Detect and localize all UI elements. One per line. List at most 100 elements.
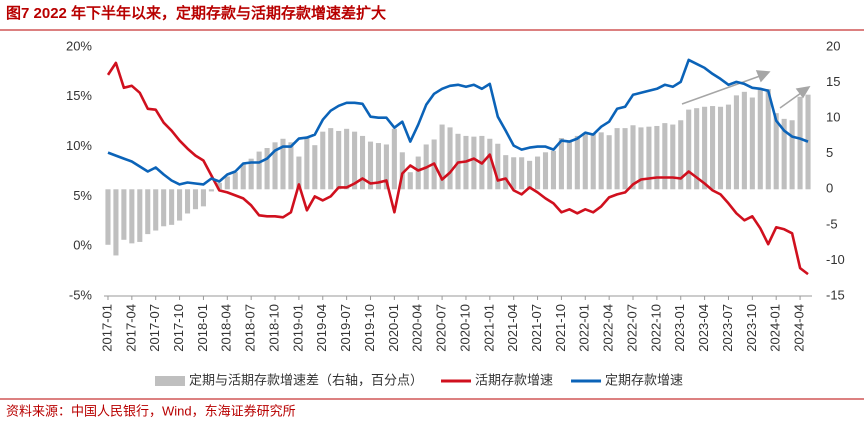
bar — [264, 148, 270, 190]
bar — [288, 142, 294, 190]
bar — [797, 96, 803, 190]
bar — [121, 189, 127, 240]
bar — [702, 106, 708, 190]
bar — [542, 152, 549, 190]
bar — [439, 124, 445, 190]
bar — [161, 189, 167, 227]
y2-tick-label: 10 — [826, 110, 840, 125]
bar — [598, 132, 604, 190]
bar — [558, 138, 564, 190]
legend: 定期与活期存款增速差（右轴，百分点） 活期存款增速 定期存款增速 — [155, 372, 683, 387]
bar — [415, 156, 421, 190]
x-tick-label: 2022-01 — [577, 304, 592, 352]
y2-tick-label: 15 — [826, 74, 840, 89]
x-tick-label: 2020-01 — [386, 304, 401, 352]
x-tick-label: 2020-04 — [410, 304, 425, 352]
bar — [336, 130, 342, 190]
arrow-head — [795, 85, 811, 99]
bar — [765, 88, 771, 190]
y2-tick-label: 20 — [826, 38, 840, 53]
x-tick-label: 2019-10 — [362, 304, 377, 352]
bar — [749, 97, 755, 190]
bar — [741, 91, 747, 190]
x-tick-label: 2021-01 — [481, 304, 496, 352]
bar — [710, 106, 716, 190]
bar — [391, 128, 397, 190]
bar — [240, 164, 246, 190]
bar — [256, 151, 262, 190]
y-tick-label: -5% — [69, 287, 93, 302]
line — [107, 58, 809, 186]
bar — [105, 189, 111, 245]
bar — [630, 125, 636, 190]
bar — [367, 141, 374, 190]
x-tick-label: 2024-01 — [768, 304, 783, 352]
bar — [590, 133, 596, 190]
legend-swatch — [155, 376, 185, 386]
y2-tick-label: -10 — [826, 252, 845, 267]
bar — [694, 108, 700, 190]
y2-tick-label: 5 — [826, 145, 833, 160]
bar — [177, 189, 183, 221]
legend-label: 活期存款增速 — [475, 372, 553, 387]
y-tick-label: 15% — [66, 88, 92, 103]
bar — [606, 135, 612, 190]
bar — [447, 127, 453, 190]
bar — [359, 135, 366, 190]
x-tick-label: 2021-07 — [529, 304, 544, 352]
bar — [646, 126, 652, 190]
bar — [614, 128, 620, 190]
x-tick-label: 2023-07 — [720, 304, 735, 352]
bar — [511, 157, 517, 190]
y2-tick-label: -15 — [826, 287, 845, 302]
bar — [344, 128, 350, 190]
bar — [781, 118, 787, 190]
bar — [224, 176, 230, 190]
bar — [622, 128, 628, 190]
bar — [304, 137, 310, 190]
x-tick-label: 2017-04 — [123, 304, 138, 352]
x-tick-label: 2018-07 — [243, 304, 258, 352]
bar — [383, 144, 389, 190]
bar — [352, 131, 358, 190]
bar — [733, 95, 739, 190]
x-tick-label: 2022-10 — [648, 304, 663, 352]
bar — [399, 152, 405, 190]
x-tick-label: 2018-01 — [195, 304, 210, 352]
annotation-arrows — [681, 70, 811, 109]
source: 资料来源：中国人民银行，Wind，东海证券研究所 — [6, 403, 296, 418]
bar — [487, 138, 493, 190]
bar — [535, 156, 541, 190]
x-tick-label: 2017-07 — [147, 304, 162, 352]
bar — [662, 123, 668, 190]
bar — [574, 135, 580, 190]
bar — [375, 143, 381, 190]
bar — [192, 189, 199, 210]
x-tick-label: 2023-10 — [744, 304, 759, 352]
bar — [582, 134, 588, 190]
x-tick-label: 2020-07 — [434, 304, 449, 352]
bar — [566, 140, 572, 190]
x-tick-label: 2021-04 — [505, 304, 520, 352]
bar — [184, 189, 191, 214]
bar — [169, 189, 175, 225]
x-tick-label: 2022-04 — [601, 304, 616, 352]
bar — [272, 142, 278, 190]
bar — [216, 182, 222, 190]
x-tick-label: 2023-04 — [696, 304, 711, 352]
bar — [670, 124, 676, 190]
x-tick-label: 2018-10 — [266, 304, 281, 352]
bar — [153, 189, 159, 231]
x-tick-label: 2020-10 — [457, 304, 472, 352]
bar — [320, 131, 326, 190]
arrow — [779, 92, 802, 109]
legend-label: 定期与活期存款增速差（右轴，百分点） — [189, 372, 423, 387]
bar — [717, 106, 724, 190]
y2-tick-label: 0 — [826, 181, 833, 196]
bar — [757, 89, 763, 190]
x-tick-label: 2021-10 — [553, 304, 568, 352]
bar — [248, 158, 254, 190]
y-tick-label: 10% — [66, 138, 92, 153]
bar — [789, 120, 795, 190]
